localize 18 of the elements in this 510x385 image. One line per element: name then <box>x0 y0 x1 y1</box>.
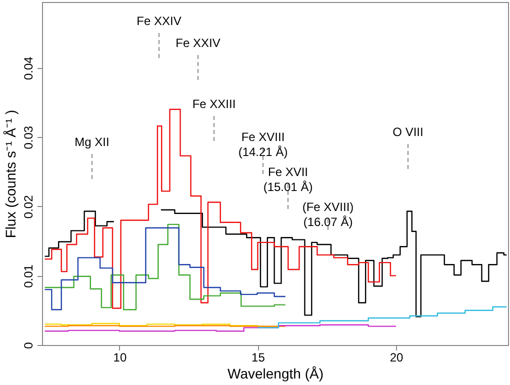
y-tick-label: 0.04 <box>22 56 36 80</box>
y-tick-label: 0.01 <box>22 264 36 288</box>
x-tick-label: 15 <box>252 350 266 364</box>
annotation: (Fe XVIII) (16.07 Å) <box>302 200 354 229</box>
annotation: O VIII <box>392 125 424 139</box>
annotation: Fe XXIV <box>176 36 220 50</box>
y-tick-label: 0.02 <box>22 194 36 219</box>
annotation: Fe XXIV <box>136 14 182 28</box>
annotation: Fe XVIII (14.21 Å) <box>238 130 288 159</box>
x-axis-title: Wavelength (Å) <box>228 366 324 382</box>
x-tick-label: 10 <box>113 350 127 364</box>
y-tick-label: 0 <box>22 342 36 349</box>
annotation: Fe XXIII <box>192 97 236 111</box>
annotation: Fe XVII (15.01 Å) <box>263 165 313 194</box>
x-tick-label: 20 <box>390 350 404 364</box>
y-axis-title: Flux (counts s⁻¹ Å⁻¹ ) <box>2 110 18 238</box>
annotation: Mg XII <box>74 135 110 149</box>
y-tick-label: 0.03 <box>22 126 36 150</box>
